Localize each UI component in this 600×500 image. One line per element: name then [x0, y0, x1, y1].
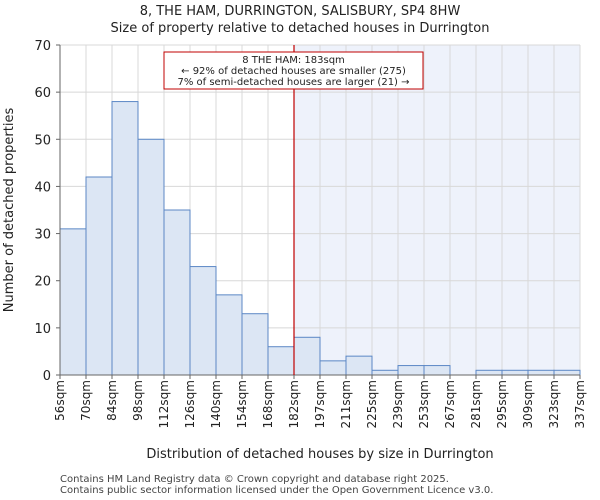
chart-title: 8, THE HAM, DURRINGTON, SALISBURY, SP4 8… [139, 4, 461, 19]
x-tick-label: 168sqm [261, 380, 275, 428]
x-tick-label: 281sqm [469, 380, 483, 428]
bar [267, 346, 295, 376]
x-tick-label: 126sqm [183, 380, 197, 428]
x-tick-label: 323sqm [547, 380, 561, 428]
x-tick-label: 197sqm [313, 380, 327, 428]
bar [215, 294, 243, 376]
x-tick-label: 56sqm [53, 380, 67, 421]
bar [59, 228, 87, 376]
annotation-box [163, 51, 424, 90]
y-tick-label: 40 [34, 180, 51, 195]
bar [501, 369, 529, 376]
bar [397, 365, 425, 376]
annotation-title: 8 THE HAM: 183sqm [242, 55, 345, 66]
bar [475, 369, 503, 376]
bar [111, 101, 139, 376]
x-tick-label: 309sqm [521, 380, 535, 428]
bar [163, 209, 191, 376]
x-tick-label: 98sqm [131, 380, 145, 421]
bar [293, 336, 321, 376]
x-tick-label: 182sqm [287, 380, 301, 428]
y-tick-label: 50 [34, 133, 51, 148]
y-tick-label: 70 [34, 39, 51, 54]
highlight-region [294, 45, 580, 375]
x-axis-label: Distribution of detached houses by size … [146, 447, 493, 462]
y-tick-label: 30 [34, 228, 51, 243]
bar [319, 360, 347, 376]
annotation-smaller: ← 92% of detached houses are smaller (27… [181, 66, 406, 77]
bar [85, 176, 113, 376]
bar [553, 369, 581, 376]
x-tick-label: 239sqm [391, 380, 405, 428]
x-tick-label: 112sqm [157, 380, 171, 428]
x-tick-label: 84sqm [105, 380, 119, 421]
x-tick-label: 154sqm [235, 380, 249, 428]
x-tick-label: 295sqm [495, 380, 509, 428]
x-tick-label: 211sqm [339, 380, 353, 428]
x-tick-label: 225sqm [365, 380, 379, 428]
histogram-chart: 0 10 20 30 40 50 60 70 56sqm 70sqm 84sqm 98sqm 112sq… [2, 39, 587, 462]
chart-subtitle: Size of property relative to detached ho… [110, 21, 490, 36]
bar [137, 138, 165, 376]
y-axis-label: Number of detached properties [2, 108, 17, 313]
footer-copyright: Contains HM Land Registry data © Crown c… [60, 474, 449, 485]
y-tick-label: 0 [43, 369, 51, 384]
annotation-larger: 7% of semi-detached houses are larger (2… [177, 77, 409, 88]
x-tick-label: 140sqm [209, 380, 223, 428]
y-tick-label: 20 [34, 275, 51, 290]
x-tick-label: 70sqm [79, 380, 93, 421]
bar [189, 266, 217, 376]
footer-licence: Contains public sector information licen… [60, 485, 494, 496]
bar [527, 369, 555, 376]
x-tick-label: 337sqm [573, 380, 587, 428]
bar [345, 355, 373, 376]
bar [241, 313, 269, 376]
x-tick-label: 267sqm [443, 380, 457, 428]
bar [371, 369, 399, 376]
y-tick-label: 10 [34, 322, 51, 337]
y-tick-label: 60 [34, 86, 51, 101]
x-tick-label: 253sqm [417, 380, 431, 428]
bar [423, 365, 451, 376]
